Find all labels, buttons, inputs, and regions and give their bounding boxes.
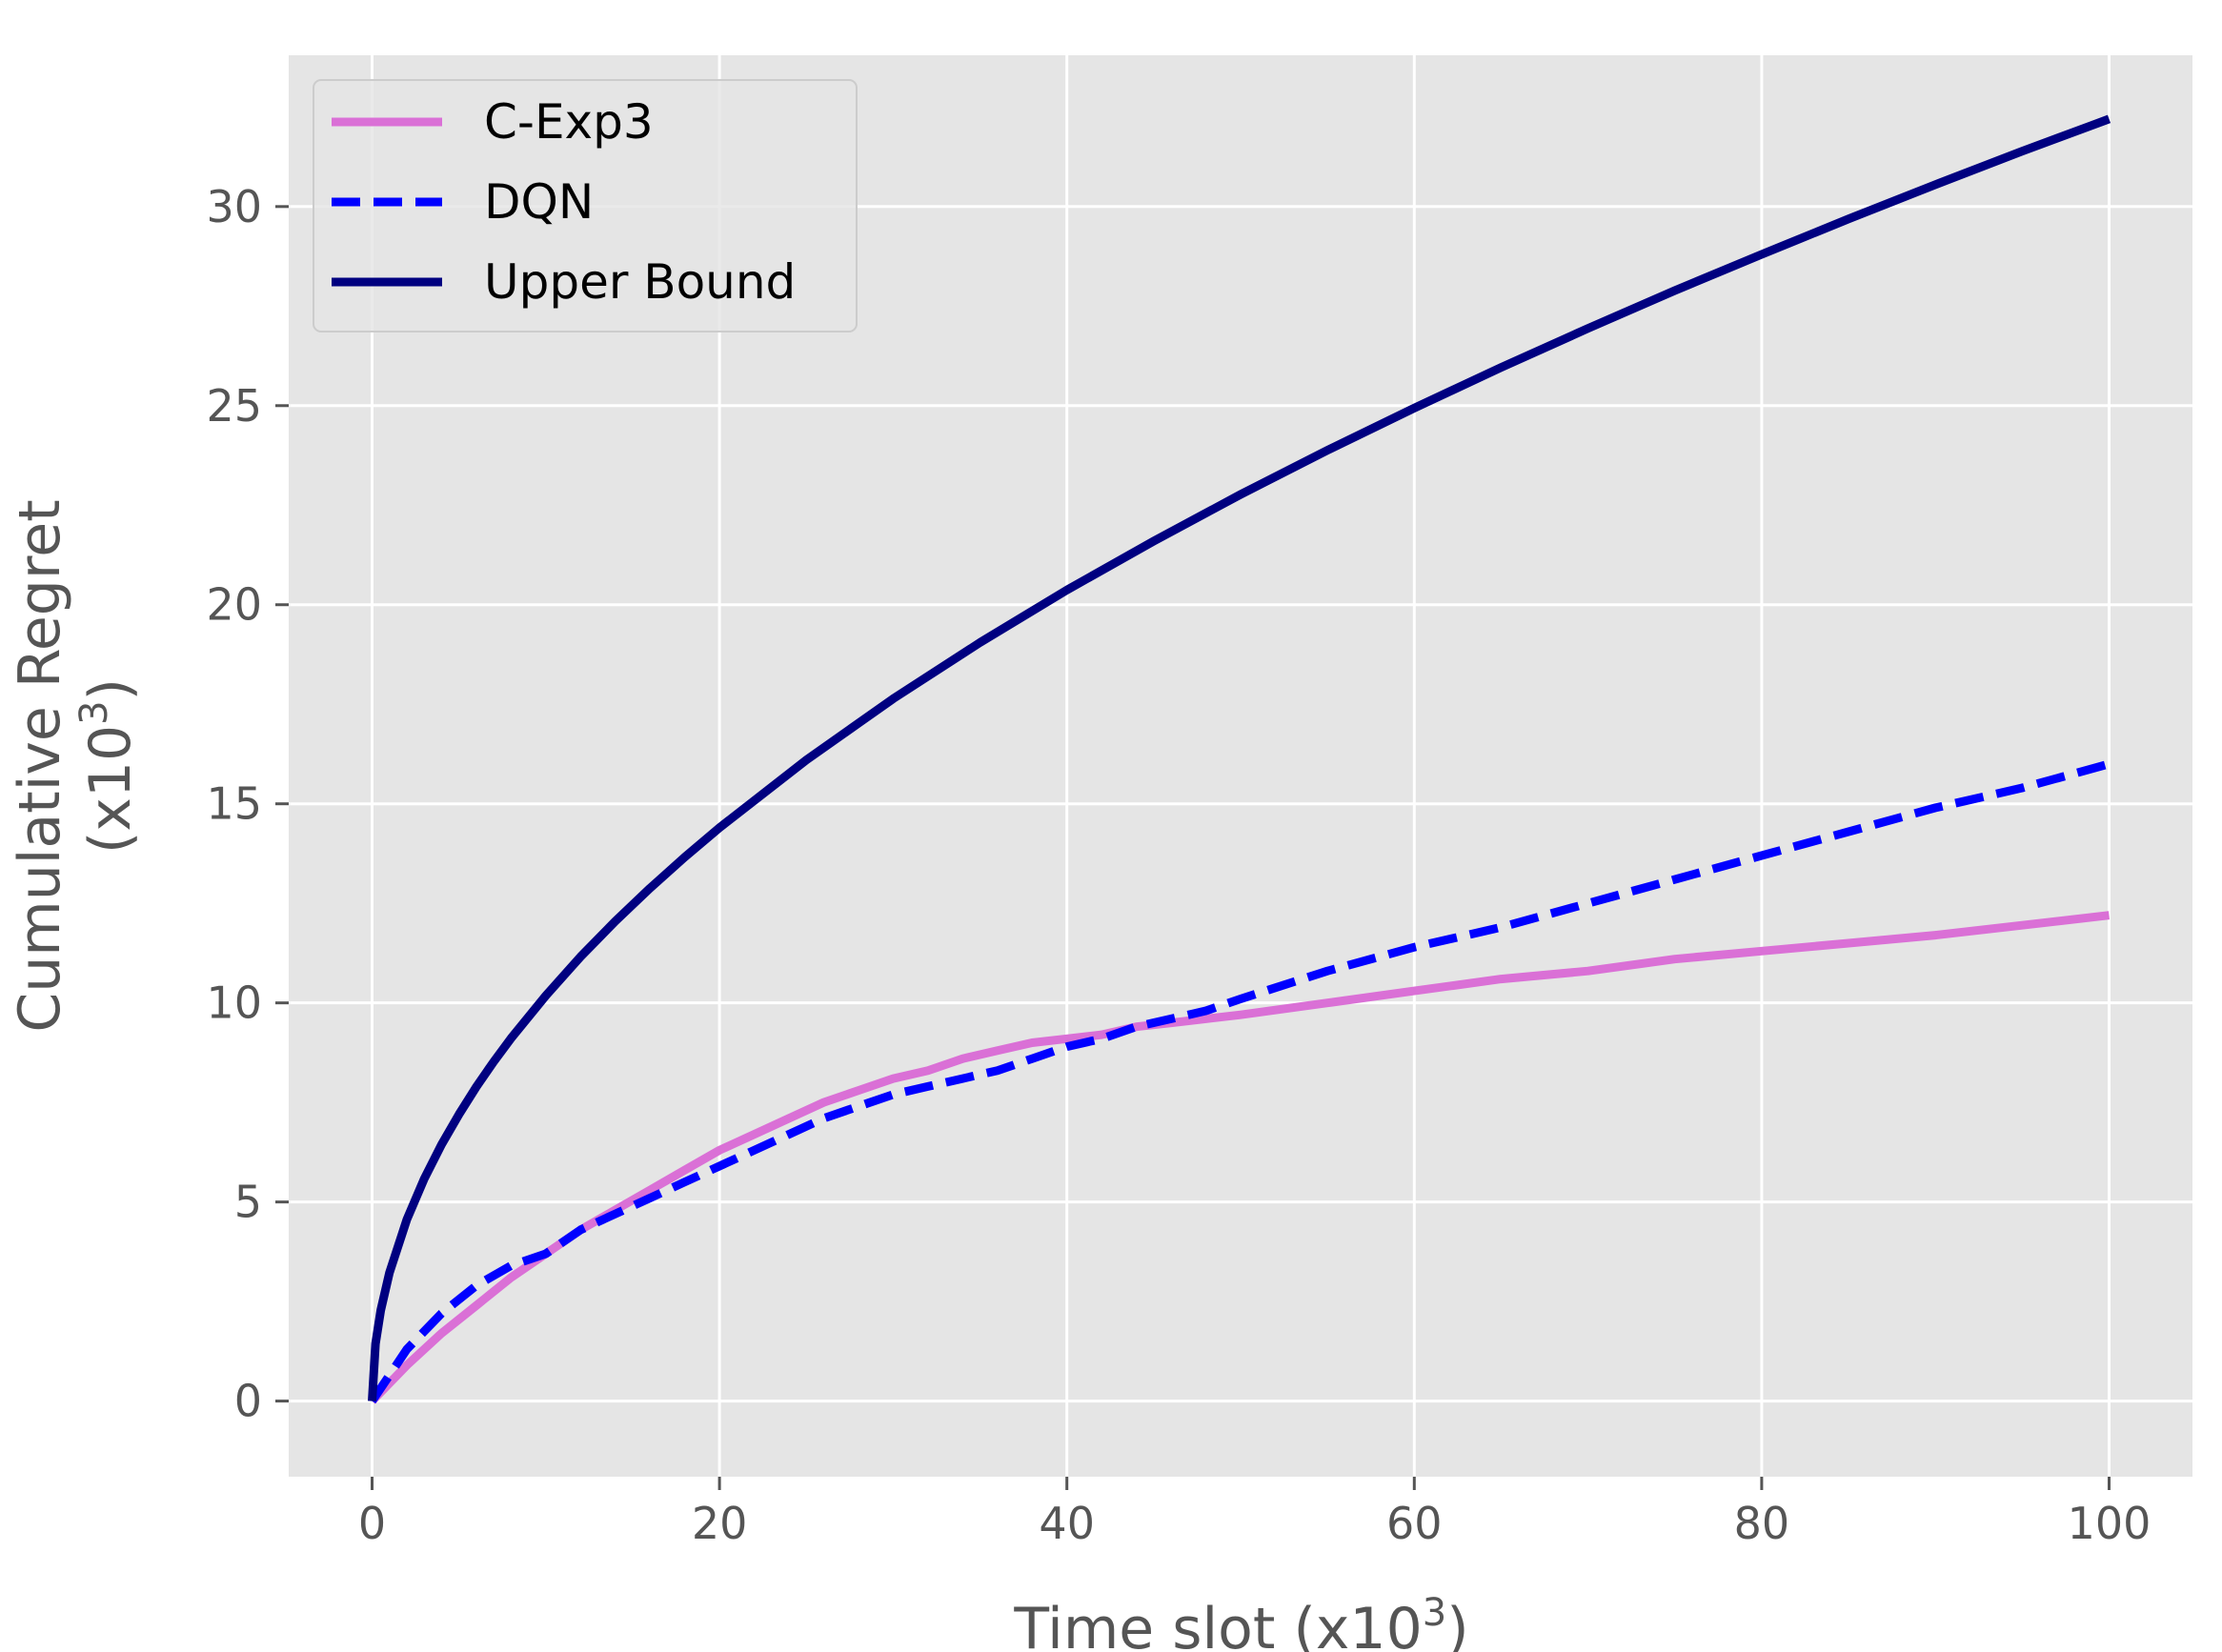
x-tick-label: 20 — [692, 1498, 748, 1549]
y-axis-unit-main: (x10 — [77, 725, 144, 854]
y-axis-title-line1: Cumulative Regret — [7, 499, 73, 1032]
x-axis-title: Time slot (x103) — [1013, 1591, 1468, 1652]
y-tick-label: 30 — [206, 181, 262, 232]
y-tick-label: 10 — [206, 977, 262, 1029]
y-tick-label: 25 — [206, 380, 262, 432]
y-axis-title: Cumulative Regret — [7, 499, 73, 1032]
upper-bound-line — [368, 114, 2111, 1401]
axis-ticks: 0 20 40 60 80 100 0 5 10 15 20 25 30 — [206, 181, 2151, 1549]
grid-lines — [289, 55, 2192, 1477]
y-tick-label: 20 — [206, 579, 262, 631]
y-axis-title-unit: (x103) — [72, 678, 144, 854]
y-tick-label: 0 — [234, 1376, 262, 1427]
legend: C-Exp3 DQN Upper Bound — [313, 79, 858, 332]
x-axis-title-main: Time slot (x10 — [1013, 1596, 1422, 1652]
series-lines — [368, 114, 2111, 1404]
y-axis-unit-sup: 3 — [72, 700, 116, 724]
y-tick-label: 15 — [206, 778, 262, 830]
legend-label-upper-bound: Upper Bound — [484, 254, 796, 310]
x-tick-label: 40 — [1039, 1498, 1095, 1549]
x-axis-title-sup: 3 — [1423, 1591, 1446, 1635]
legend-frame — [313, 79, 858, 332]
x-tick-label: 60 — [1386, 1498, 1443, 1549]
y-axis-unit-end: ) — [77, 678, 144, 700]
x-tick-label: 80 — [1734, 1498, 1790, 1549]
legend-label-dqn: DQN — [484, 174, 594, 230]
x-tick-label: 100 — [2068, 1498, 2151, 1549]
dqn-line — [368, 759, 2111, 1404]
legend-label-c-exp3: C-Exp3 — [484, 94, 654, 150]
y-tick-label: 5 — [234, 1177, 262, 1228]
x-tick-label: 0 — [358, 1498, 386, 1549]
x-axis-title-end: ) — [1446, 1596, 1468, 1652]
